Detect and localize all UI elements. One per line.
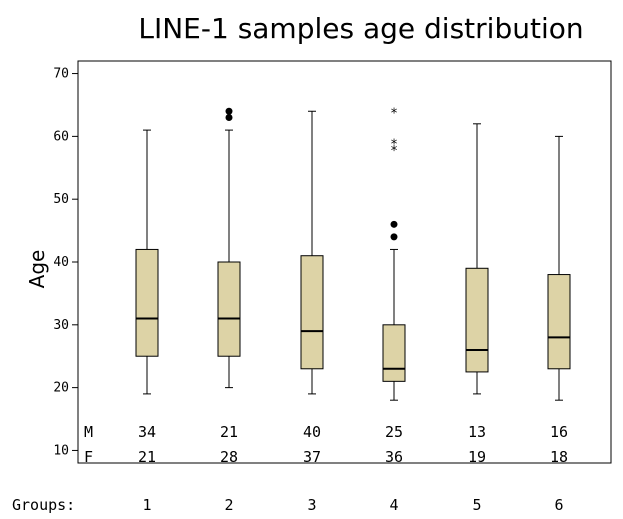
x-category-label: 1 xyxy=(142,496,151,514)
x-axis-prefix: Groups: xyxy=(12,496,75,514)
y-tick-label: 70 xyxy=(53,67,69,82)
count-table: M F 34 21 40 25 13 16 21 28 37 36 19 18 xyxy=(84,423,568,466)
count-value-m: 34 xyxy=(138,423,156,441)
count-value-f: 28 xyxy=(220,448,238,466)
box-iqr xyxy=(300,255,324,370)
y-tick-label: 40 xyxy=(53,255,69,270)
box-iqr xyxy=(217,261,241,357)
count-value-m: 16 xyxy=(550,423,568,441)
outlier-point xyxy=(225,114,233,122)
x-axis: 1 2 3 4 5 6 xyxy=(142,496,563,514)
count-value-f: 37 xyxy=(303,448,321,466)
x-category-label: 6 xyxy=(554,496,563,514)
count-value-m: 13 xyxy=(468,423,486,441)
outlier-point xyxy=(390,233,398,241)
x-category-label: 2 xyxy=(224,496,233,514)
box-iqr xyxy=(135,248,159,357)
count-value-f: 21 xyxy=(138,448,156,466)
y-tick-label: 50 xyxy=(53,192,69,207)
y-axis-label: Age xyxy=(25,250,49,289)
y-tick-label: 20 xyxy=(53,381,69,396)
x-category-label: 5 xyxy=(472,496,481,514)
x-category-label: 4 xyxy=(389,496,398,514)
y-tick-label: 60 xyxy=(53,129,69,144)
y-axis: 10 20 30 40 50 60 70 xyxy=(53,67,78,458)
box-series: *** xyxy=(135,106,571,401)
count-value-m: 25 xyxy=(385,423,403,441)
count-value-m: 21 xyxy=(220,423,238,441)
box-iqr xyxy=(465,267,489,373)
extreme-point: * xyxy=(390,138,398,153)
extreme-point: * xyxy=(390,106,398,121)
chart-title: LINE-1 samples age distribution xyxy=(138,12,583,45)
outlier-point xyxy=(225,107,233,115)
count-value-m: 40 xyxy=(303,423,321,441)
y-tick-label: 30 xyxy=(53,318,69,333)
outlier-point xyxy=(390,220,398,228)
count-label-m: M xyxy=(84,423,93,441)
count-label-f: F xyxy=(84,448,93,466)
count-value-f: 19 xyxy=(468,448,486,466)
count-value-f: 36 xyxy=(385,448,403,466)
count-value-f: 18 xyxy=(550,448,568,466)
box-iqr xyxy=(547,274,571,370)
x-category-label: 3 xyxy=(307,496,316,514)
extreme-point: * xyxy=(390,144,398,159)
y-tick-label: 10 xyxy=(53,443,69,458)
box-iqr xyxy=(382,324,406,382)
